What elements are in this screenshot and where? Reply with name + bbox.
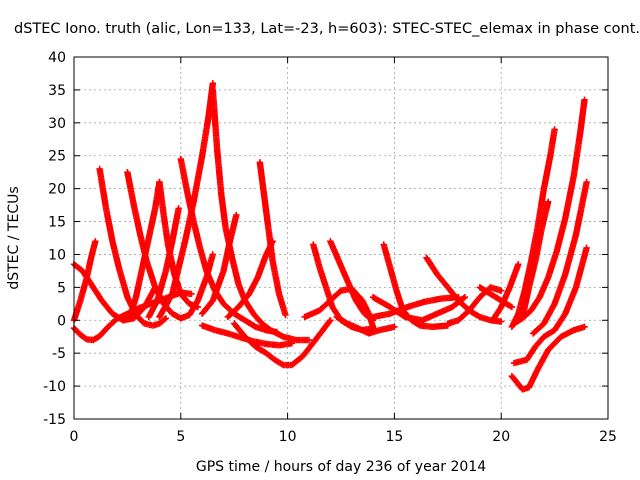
series-arc-19 — [301, 285, 377, 331]
series-arc-27 — [489, 261, 522, 324]
series-arc-10 — [156, 80, 217, 321]
y-tick-label: 20 — [48, 182, 66, 198]
data-point — [391, 323, 398, 331]
y-tick-label: 25 — [48, 149, 66, 165]
grid-lines — [74, 57, 608, 419]
series-arc-8 — [145, 205, 182, 321]
series-arc-30 — [510, 96, 588, 327]
series-arc-31 — [508, 323, 588, 393]
x-tick-label: 0 — [70, 429, 79, 445]
y-tick-label: 35 — [48, 83, 66, 99]
data-point — [515, 261, 522, 268]
data-point — [175, 205, 182, 212]
axis-ticks — [73, 56, 609, 420]
y-tick-label: 30 — [48, 116, 66, 132]
data-point — [305, 336, 313, 344]
y-tick-label: 0 — [57, 313, 66, 329]
series-arc-3 — [70, 261, 159, 324]
data-point — [581, 96, 588, 103]
series-arc-13 — [198, 322, 296, 349]
y-tick-label: -10 — [43, 379, 66, 395]
series-arc-29 — [519, 198, 552, 321]
x-tick-label: 5 — [176, 429, 185, 445]
x-tick-label: 20 — [492, 429, 510, 445]
y-tick-label: 5 — [57, 280, 66, 296]
series-arc-20 — [333, 313, 398, 337]
data-point — [282, 311, 289, 319]
x-tick-label: 10 — [279, 429, 297, 445]
data-points — [70, 80, 590, 393]
series-arc-33 — [530, 178, 590, 337]
data-point — [498, 287, 505, 294]
data-point — [194, 303, 202, 311]
series-arc-12 — [198, 211, 240, 317]
series-arc-4 — [96, 165, 170, 329]
y-tick-labels: -15 -10 -5 0 5 10 15 20 25 30 35 40 — [43, 50, 66, 428]
data-point — [544, 198, 552, 205]
series-arc-32 — [510, 244, 590, 367]
data-point — [92, 238, 99, 245]
series-arc-24 — [423, 254, 505, 325]
data-point — [583, 178, 590, 186]
data-point — [209, 251, 217, 258]
data-point — [498, 318, 505, 325]
y-axis-label: dSTEC / TECUs — [6, 186, 22, 289]
chart-title: dSTEC Iono. truth (alic, Lon=133, Lat=-2… — [14, 21, 640, 37]
x-tick-labels: 0 5 10 15 20 25 — [70, 429, 617, 445]
series-arc-28 — [508, 126, 558, 331]
data-point — [162, 315, 170, 322]
data-point — [583, 244, 590, 252]
data-point — [288, 340, 296, 347]
data-point — [233, 211, 240, 219]
series-arc-2 — [70, 238, 99, 324]
y-tick-label: -15 — [43, 412, 66, 428]
x-axis-label: GPS time / hours of day 236 of year 2014 — [196, 459, 486, 475]
data-point — [581, 323, 588, 331]
series-arc-16 — [256, 159, 289, 319]
data-point-fill — [326, 318, 333, 325]
x-tick-label: 15 — [385, 429, 403, 445]
series-arc-25 — [444, 284, 505, 327]
y-tick-label: 40 — [48, 50, 66, 66]
data-point — [327, 317, 334, 324]
plot-frame — [73, 56, 609, 420]
data-point — [188, 290, 195, 298]
data-point — [461, 294, 469, 301]
data-point — [209, 80, 217, 87]
y-tick-label: 15 — [48, 215, 66, 231]
x-tick-label: 25 — [599, 429, 617, 445]
series-arc-14 — [231, 317, 334, 369]
series-arc-11 — [209, 86, 313, 344]
y-tick-label: -5 — [52, 346, 66, 362]
y-tick-label: 10 — [48, 247, 66, 263]
data-point-fill — [460, 295, 467, 302]
data-point — [508, 303, 516, 311]
data-point-fill — [161, 316, 168, 323]
data-point — [551, 126, 558, 133]
